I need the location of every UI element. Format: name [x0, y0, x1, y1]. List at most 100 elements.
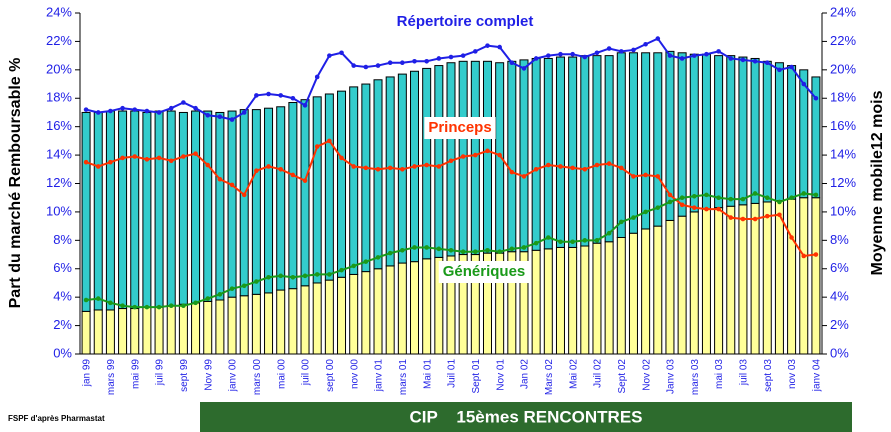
bar [191, 302, 201, 355]
x-tick-label: Juil 02 [593, 359, 604, 388]
line-marker [801, 191, 807, 196]
line-marker [643, 209, 648, 215]
bar [93, 309, 103, 355]
bar [410, 261, 420, 355]
line-marker [290, 274, 296, 280]
y-tick-label: 10% [46, 203, 72, 218]
line-marker [181, 154, 186, 159]
line-marker [777, 212, 782, 218]
line-marker [83, 159, 89, 165]
bar [130, 308, 140, 355]
line-marker [314, 272, 320, 277]
bar [543, 57, 553, 250]
line-marker [400, 247, 405, 253]
line-marker [606, 161, 612, 166]
bar [312, 282, 322, 355]
bar [154, 110, 164, 308]
bar [397, 262, 407, 355]
bar [628, 52, 638, 234]
line-marker [241, 283, 247, 289]
line-marker [327, 138, 332, 144]
bar [178, 303, 188, 355]
x-tick-label: janv 00 [228, 359, 239, 393]
line-marker [339, 267, 344, 273]
bar [665, 50, 675, 221]
bar [628, 232, 638, 355]
bar [568, 246, 578, 355]
bar [604, 241, 614, 355]
bar [191, 110, 201, 304]
line-marker [716, 49, 721, 54]
line-marker [181, 303, 186, 308]
line-marker [813, 252, 819, 257]
line-marker [375, 166, 381, 172]
line-marker [266, 91, 271, 97]
bar [81, 111, 91, 312]
line-marker [546, 162, 551, 168]
line-marker [570, 239, 575, 245]
bar [750, 202, 760, 355]
line-marker [631, 174, 636, 179]
bar [726, 205, 736, 355]
line-marker [229, 182, 235, 188]
y2-tick-label: 2% [830, 317, 849, 332]
bar [142, 306, 152, 355]
line-marker [339, 50, 344, 56]
bar [373, 268, 383, 355]
series-label-bg [438, 261, 530, 283]
bar [300, 285, 310, 355]
line-marker [132, 154, 138, 159]
line-marker [789, 235, 794, 240]
line-marker [448, 158, 454, 164]
y2-tick-label: 6% [830, 260, 849, 275]
line-marker [95, 296, 101, 301]
y2-tick-label: 8% [830, 232, 849, 247]
line-marker [217, 114, 223, 120]
line-marker [618, 219, 624, 225]
x-tick-label: sept 03 [763, 359, 774, 392]
bar [166, 305, 176, 355]
line-marker [205, 162, 211, 168]
bar [349, 86, 359, 275]
y-tick-label: 20% [46, 61, 72, 76]
bar [604, 55, 614, 243]
y-tick-label: 6% [53, 260, 72, 275]
y-tick-label: 18% [46, 90, 72, 105]
line-marker [679, 56, 685, 61]
bar [239, 295, 249, 355]
line-marker [740, 57, 746, 63]
bar [154, 306, 164, 355]
line-marker [108, 300, 113, 306]
y2-tick-label: 12% [830, 175, 856, 190]
line-marker [558, 51, 563, 57]
line-marker [704, 51, 709, 57]
line-marker [509, 169, 515, 175]
x-tick-label: Jan 02 [520, 359, 531, 389]
line-marker [728, 56, 734, 61]
line-marker [229, 117, 235, 122]
line-marker [241, 192, 247, 198]
y-tick-label: 24% [46, 4, 72, 19]
line-marker [716, 195, 721, 201]
line-marker [801, 253, 807, 259]
x-tick-label: mai 03 [714, 359, 725, 389]
bar [324, 93, 334, 281]
bar [774, 200, 784, 355]
line-marker [643, 41, 648, 47]
line-marker [801, 81, 807, 87]
bar [349, 273, 359, 355]
line-marker [278, 273, 284, 279]
line-marker [302, 178, 308, 183]
line-marker [485, 148, 490, 154]
line-marker [363, 259, 369, 264]
bar [531, 57, 541, 251]
line-marker [314, 74, 320, 80]
line-marker [168, 105, 174, 111]
x-tick-label: juil 03 [739, 359, 750, 387]
line-marker [655, 174, 661, 179]
x-tick-label: mars 00 [252, 359, 263, 396]
x-tick-label: Mai 01 [422, 359, 433, 389]
line-marker [351, 63, 356, 68]
bar [482, 60, 492, 254]
bar [592, 242, 602, 355]
